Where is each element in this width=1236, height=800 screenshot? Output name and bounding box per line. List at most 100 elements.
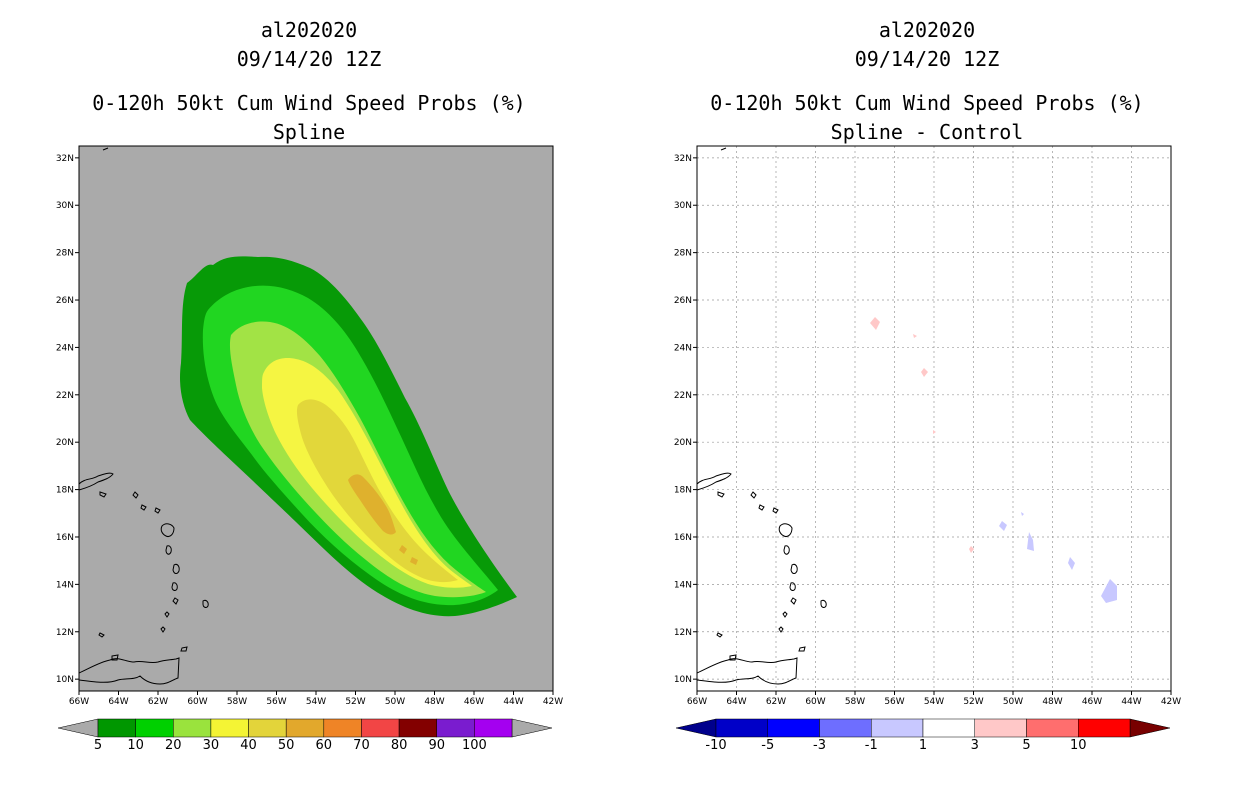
right-colorbar-swatch xyxy=(974,718,1027,738)
left-xtick-label: 50W xyxy=(385,697,405,707)
left-xtick-label: 48W xyxy=(424,697,444,707)
right-title-product: 0-120h 50kt Cum Wind Speed Probs (%) xyxy=(710,91,1143,115)
left-xtick-label: 60W xyxy=(187,697,207,707)
left-axes: 66W 64W 62W 60W 58W 56W 54W 52W 50W 48W 46W 44W 42W 1… xyxy=(56,154,563,707)
left-colorbar-label: 20 xyxy=(165,738,182,753)
right-colorbar-swatch xyxy=(715,718,768,738)
right-xtick-label: 46W xyxy=(1082,697,1102,707)
left-colorbar-label: 60 xyxy=(316,738,333,753)
left-ytick-label: 28N xyxy=(56,249,74,259)
left-title-storm: al202020 xyxy=(261,18,357,42)
left-colorbar-label: 80 xyxy=(391,738,408,753)
left-xtick-label: 66W xyxy=(69,697,89,707)
left-xtick-label: 54W xyxy=(306,697,326,707)
left-colorbar-label: 40 xyxy=(240,738,257,753)
right-title-storm: al202020 xyxy=(879,18,975,42)
right-xtick-label: 62W xyxy=(766,697,786,707)
right-colorbar-swatch xyxy=(1078,718,1131,738)
diff-positive-blob-2 xyxy=(913,334,917,338)
right-gridlines xyxy=(697,146,1171,691)
right-xtick-label: 44W xyxy=(1121,697,1141,707)
left-colorbar-swatch xyxy=(135,718,174,738)
right-colorbar-swatch xyxy=(767,718,820,738)
right-panel: al202020 09/14/20 12Z 0-120h 50kt Cum Wi… xyxy=(674,18,1181,753)
left-colorbar-left-triangle xyxy=(57,718,99,738)
right-ytick-label: 28N xyxy=(674,249,692,259)
left-colorbar-label: 50 xyxy=(278,738,295,753)
diff-negative-blob-5 xyxy=(1101,579,1117,603)
diff-negative-blob-4 xyxy=(1068,557,1075,570)
contour-50 xyxy=(348,474,396,535)
left-xtick-label: 64W xyxy=(108,697,128,707)
left-colorbar-label: 10 xyxy=(127,738,144,753)
right-ytick-label: 16N xyxy=(674,533,692,543)
left-colorbar-right-triangle xyxy=(511,718,553,738)
right-axes: 66W 64W 62W 60W 58W 56W 54W 52W 50W 48W 46W 44W 42W 1… xyxy=(674,154,1181,707)
left-colorbar-swatch xyxy=(210,718,249,738)
right-colorbar-label: -10 xyxy=(705,738,726,753)
right-difference-blobs xyxy=(870,317,1117,603)
left-ytick-label: 20N xyxy=(56,438,74,448)
left-ytick-label: 22N xyxy=(56,391,74,401)
right-colorbar-swatch xyxy=(819,718,872,738)
contour-40 xyxy=(296,399,458,583)
right-xtick-label: 66W xyxy=(687,697,707,707)
right-ytick-label: 18N xyxy=(674,486,692,496)
left-colorbar-label: 100 xyxy=(462,738,487,753)
left-ytick-label: 32N xyxy=(56,154,74,164)
left-ytick-label: 24N xyxy=(56,343,74,353)
left-panel: al202020 09/14/20 12Z 0-120h 50kt Cum Wi… xyxy=(56,18,563,753)
right-colorbar-label: -1 xyxy=(865,738,878,753)
left-xtick-label: 62W xyxy=(148,697,168,707)
right-colorbar-swatch xyxy=(922,718,975,738)
left-xtick-label: 44W xyxy=(503,697,523,707)
right-xtick-label: 50W xyxy=(1003,697,1023,707)
left-colorbar-label: 5 xyxy=(94,738,102,753)
left-xtick-label: 46W xyxy=(464,697,484,707)
diff-positive-blob-5 xyxy=(969,546,974,553)
diff-positive-blob-3 xyxy=(921,368,928,377)
right-ytick-label: 30N xyxy=(674,201,692,211)
right-colorbar-label: 5 xyxy=(1022,738,1030,753)
left-title-product: 0-120h 50kt Cum Wind Speed Probs (%) xyxy=(92,91,525,115)
left-colorbar-label: 30 xyxy=(203,738,220,753)
right-xtick-label: 64W xyxy=(726,697,746,707)
left-colorbar-label: 90 xyxy=(428,738,445,753)
left-ytick-label: 16N xyxy=(56,533,74,543)
left-coastlines xyxy=(79,147,209,685)
right-colorbar: -10 -5 -3 -1 1 3 5 10 xyxy=(675,718,1171,753)
left-ytick-label: 14N xyxy=(56,580,74,590)
left-xtick-label: 42W xyxy=(543,697,563,707)
right-ytick-label: 24N xyxy=(674,343,692,353)
right-colorbar-label: -3 xyxy=(813,738,826,753)
left-xtick-label: 56W xyxy=(266,697,286,707)
diff-negative-blob-3 xyxy=(1027,532,1034,551)
left-ytick-label: 12N xyxy=(56,628,74,638)
left-colorbar-swatch xyxy=(97,718,136,738)
left-colorbar-swatch xyxy=(323,718,362,738)
right-xtick-label: 42W xyxy=(1161,697,1181,707)
left-title-method: Spline xyxy=(273,120,345,144)
right-ytick-label: 22N xyxy=(674,391,692,401)
right-colorbar-swatch xyxy=(1026,718,1079,738)
right-ytick-label: 10N xyxy=(674,675,692,685)
right-xtick-label: 52W xyxy=(963,697,983,707)
contour-50-spot-b xyxy=(410,557,418,565)
left-colorbar-swatch xyxy=(248,718,287,738)
left-colorbar: 5 10 20 30 40 50 60 70 80 90 100 xyxy=(57,718,553,753)
right-colorbar-swatch xyxy=(871,718,924,738)
diff-negative-blob-1 xyxy=(999,521,1007,531)
left-colorbar-swatch xyxy=(474,718,513,738)
right-xtick-label: 56W xyxy=(884,697,904,707)
right-xtick-label: 60W xyxy=(805,697,825,707)
right-xtick-label: 48W xyxy=(1042,697,1062,707)
right-ytick-label: 14N xyxy=(674,580,692,590)
diff-positive-blob-1 xyxy=(870,317,880,330)
left-colorbar-swatch xyxy=(361,718,400,738)
left-colorbar-swatch xyxy=(173,718,212,738)
right-xtick-label: 58W xyxy=(845,697,865,707)
left-colorbar-swatch xyxy=(398,718,437,738)
right-colorbar-label: 10 xyxy=(1070,738,1087,753)
right-colorbar-label: -5 xyxy=(761,738,774,753)
